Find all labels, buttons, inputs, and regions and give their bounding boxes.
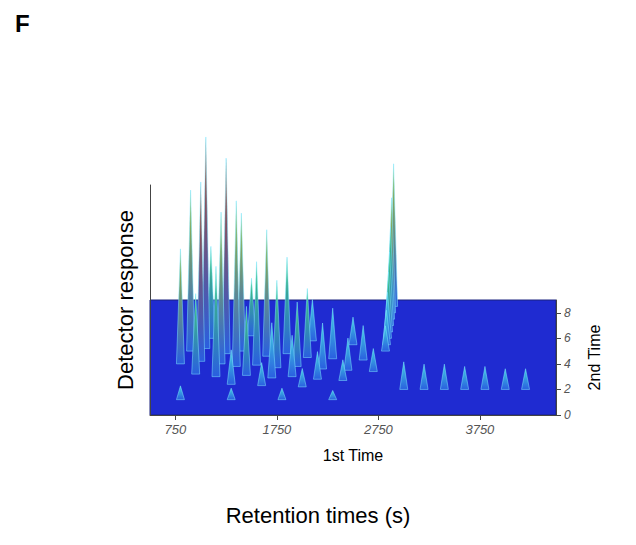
svg-text:1750: 1750: [262, 422, 292, 437]
svg-text:F: F: [15, 10, 30, 37]
svg-text:8: 8: [564, 306, 571, 320]
svg-text:3750: 3750: [465, 422, 495, 437]
svg-text:2nd Time: 2nd Time: [586, 324, 603, 390]
svg-text:Retention times (s): Retention times (s): [226, 503, 411, 528]
svg-text:4: 4: [564, 357, 571, 371]
svg-text:2: 2: [563, 382, 571, 396]
svg-text:750: 750: [165, 422, 187, 437]
svg-text:1st Time: 1st Time: [323, 447, 384, 464]
svg-text:2750: 2750: [363, 422, 394, 437]
svg-text:Detector response: Detector response: [113, 210, 138, 390]
svg-text:6: 6: [564, 331, 571, 345]
svg-text:0: 0: [564, 408, 571, 422]
